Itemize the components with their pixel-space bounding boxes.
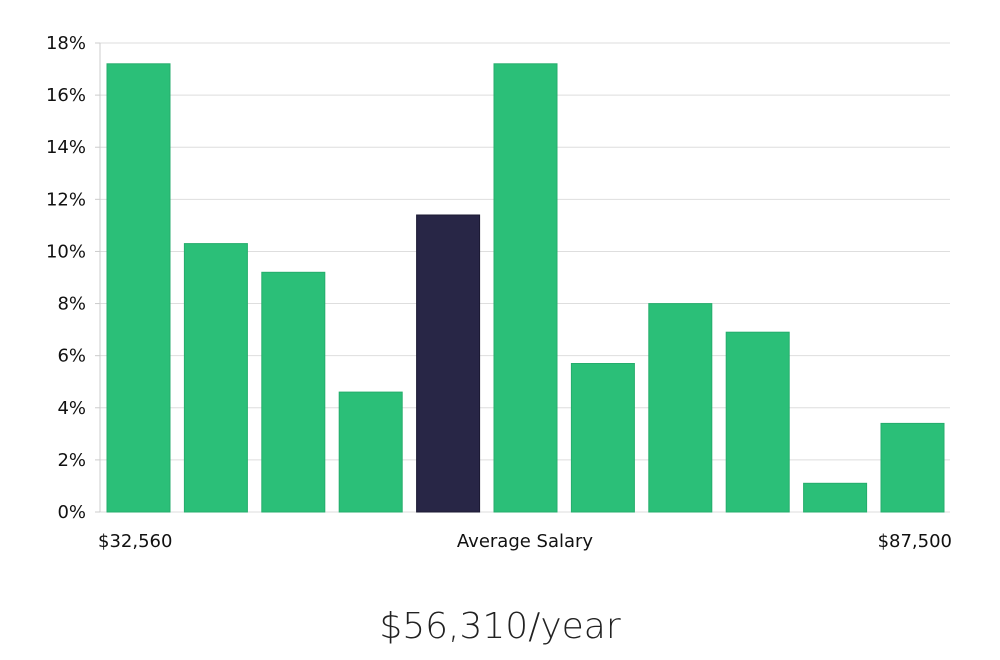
x-axis-center-label: Average Salary <box>457 531 594 552</box>
bar-8 <box>648 303 713 513</box>
salary-histogram: 0% 2% 4% 6% 8% 10% 12% 14% 16% 18% $32,560 Averag… <box>46 33 952 552</box>
x-axis-min-label: $32,560 <box>98 531 172 552</box>
y-tick-label: 12% <box>46 189 86 210</box>
bar-10 <box>803 482 868 513</box>
y-tick-label: 16% <box>46 85 86 106</box>
y-tick-label: 10% <box>46 241 86 262</box>
bar-4 <box>338 391 403 513</box>
bar-1 <box>106 63 171 513</box>
y-tick-label: 0% <box>57 502 86 523</box>
bar-11 <box>880 422 945 513</box>
bar-6 <box>493 63 558 513</box>
y-tick-label: 14% <box>46 137 86 158</box>
y-tick-label: 4% <box>57 398 86 419</box>
y-tick-label: 2% <box>57 450 86 471</box>
average-salary-value: $56,310/year <box>379 606 621 647</box>
bars <box>106 63 945 513</box>
bar-9 <box>725 331 790 513</box>
y-tick-label: 6% <box>57 346 86 367</box>
bar-average-salary <box>416 214 481 513</box>
y-axis: 0% 2% 4% 6% 8% 10% 12% 14% 16% 18% <box>46 33 101 523</box>
y-tick-label: 8% <box>57 294 86 315</box>
x-axis-labels: $32,560 Average Salary $87,500 <box>98 531 952 552</box>
x-axis-max-label: $87,500 <box>878 531 952 552</box>
bar-3 <box>261 271 326 513</box>
bar-7 <box>570 363 635 513</box>
y-tick-label: 18% <box>46 33 86 54</box>
bar-2 <box>183 243 248 513</box>
